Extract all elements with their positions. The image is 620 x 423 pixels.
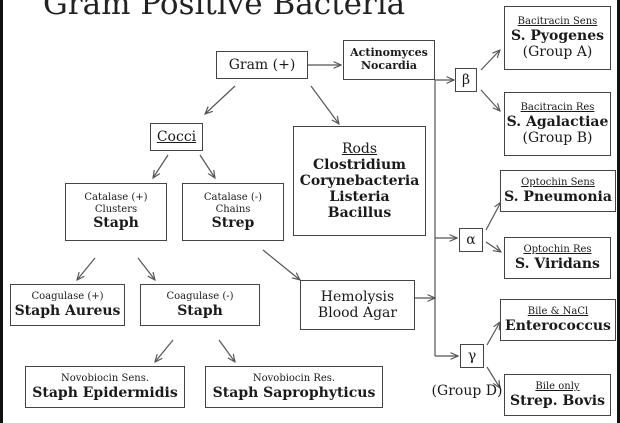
node-gamma-hemolysis: γ xyxy=(460,344,484,368)
node-strep: Catalase (-) Chains Strep xyxy=(182,183,284,241)
enterococcus-test: Bile & NaCl xyxy=(527,306,589,318)
agalactiae-name: S. Agalactiae xyxy=(506,113,609,130)
strep-catalase-label: Catalase (-) xyxy=(203,192,263,204)
strep-arrangement-label: Chains xyxy=(215,203,251,215)
viridans-test: Optochin Res xyxy=(523,244,592,256)
pyogenes-name: S. Pyogenes xyxy=(510,27,605,44)
hemolysis-label: Hemolysis xyxy=(320,288,395,305)
arrow-coag-neg-to-novo-sens xyxy=(155,339,174,362)
node-strep-bovis: Bile only Strep. Bovis xyxy=(504,374,611,416)
node-novobiocin-resistant: Novobiocin Res. Staph Saprophyticus xyxy=(205,366,383,408)
coag-neg-name: Staph xyxy=(177,302,223,319)
agalactiae-group: (Group B) xyxy=(522,129,593,146)
cocci-label: Cocci xyxy=(156,128,197,145)
node-s-viridans: Optochin Res S. Viridans xyxy=(504,237,611,279)
node-cocci: Cocci xyxy=(150,123,203,151)
arrow-alpha-to-viridans xyxy=(485,241,501,252)
staph-arrangement-label: Clusters xyxy=(94,203,138,215)
arrow-cocci-to-staph xyxy=(153,154,169,178)
arrow-gram-to-cocci xyxy=(205,85,236,114)
node-gram-positive: Gram (+) xyxy=(216,51,308,79)
staph-name: Staph xyxy=(93,215,139,232)
arrow-staph-to-coag-pos xyxy=(77,257,96,280)
novo-sens-test: Novobiocin Sens. xyxy=(61,373,149,385)
page-title: Gram Positive Bacteria xyxy=(43,0,406,22)
pneumonia-test: Optochin Sens xyxy=(521,177,595,189)
pyogenes-test: Bacitracin Sens xyxy=(517,16,598,28)
nocardia-label: Nocardia xyxy=(360,59,417,72)
node-alpha-hemolysis: α xyxy=(459,228,483,252)
arrow-beta-to-agalactiae xyxy=(480,89,500,111)
pneumonia-name: S. Pneumonia xyxy=(504,188,612,205)
enterococcus-name: Enterococcus xyxy=(505,317,611,334)
alpha-label: α xyxy=(466,232,476,248)
rods-item: Corynebacteria xyxy=(299,172,420,189)
novo-res-test: Novobiocin Res. xyxy=(252,373,336,385)
coag-neg-test: Coagulase (-) xyxy=(166,291,234,303)
node-coagulase-negative: Coagulase (-) Staph xyxy=(140,284,260,326)
rods-heading: Rods xyxy=(341,140,378,157)
beta-label: β xyxy=(461,72,471,88)
strep-name: Strep xyxy=(211,215,255,232)
arrow-gram-to-rods xyxy=(310,85,339,124)
node-enterococcus: Bile & NaCl Enterococcus xyxy=(500,299,616,341)
rods-item: Listeria xyxy=(329,189,390,206)
blood-agar-label: Blood Agar xyxy=(317,305,398,321)
agalactiae-test: Bacitracin Res xyxy=(520,102,595,114)
actinomyces-label: Actinomyces xyxy=(350,46,428,60)
node-actinomyces-nocardia: Actinomyces Nocardia xyxy=(343,40,435,80)
rods-item: Clostridium xyxy=(313,156,406,173)
viridans-name: S. Viridans xyxy=(515,255,600,272)
node-s-pneumonia: Optochin Sens S. Pneumonia xyxy=(500,170,616,212)
node-rods: Rods Clostridium Corynebacteria Listeria… xyxy=(293,126,426,236)
node-s-agalactiae: Bacitracin Res S. Agalactiae (Group B) xyxy=(504,92,611,156)
bovis-test: Bile only xyxy=(535,381,580,393)
node-coagulase-positive: Coagulase (+) Staph Aureus xyxy=(10,284,125,326)
staph-catalase-label: Catalase (+) xyxy=(84,192,148,204)
node-novobiocin-sensitive: Novobiocin Sens. Staph Epidermidis xyxy=(25,366,185,408)
node-beta-hemolysis: β xyxy=(455,68,477,92)
arrow-cocci-to-strep xyxy=(199,154,215,178)
bovis-name: Strep. Bovis xyxy=(510,392,605,409)
node-staph: Catalase (+) Clusters Staph xyxy=(65,183,167,241)
arrow-alpha-to-pneumonia xyxy=(485,202,501,231)
coag-pos-name: Staph Aureus xyxy=(14,302,121,319)
novo-res-name: Staph Saprophyticus xyxy=(212,384,376,401)
rods-item: Bacillus xyxy=(327,205,392,222)
arrow-staph-to-coag-neg xyxy=(137,257,155,280)
connector-arrows xyxy=(3,0,620,423)
arrow-coag-neg-to-novo-res xyxy=(218,339,235,362)
arrow-beta-to-pyogenes xyxy=(480,50,500,71)
group-d-label: (Group D) xyxy=(431,383,503,399)
node-hemolysis: Hemolysis Blood Agar xyxy=(300,280,415,330)
pyogenes-group: (Group A) xyxy=(522,43,593,60)
arrow-gamma-to-enterococcus xyxy=(486,322,500,346)
arrow-strep-to-hemolysis xyxy=(262,249,300,280)
gamma-label: γ xyxy=(467,348,477,364)
coag-pos-test: Coagulase (+) xyxy=(31,291,104,303)
node-s-pyogenes: Bacitracin Sens S. Pyogenes (Group A) xyxy=(504,6,611,70)
arrow-gamma-to-bovis xyxy=(486,366,500,388)
novo-sens-name: Staph Epidermidis xyxy=(32,384,178,401)
node-gram-positive-label: Gram (+) xyxy=(228,56,296,73)
